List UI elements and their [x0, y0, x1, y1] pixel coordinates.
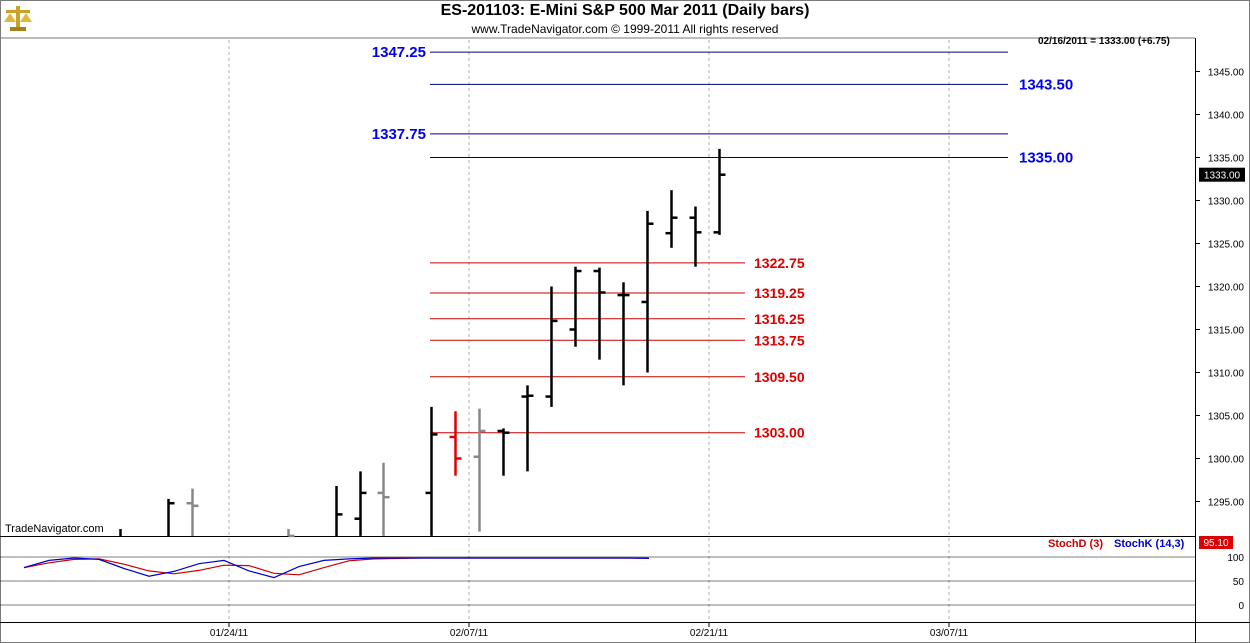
stoch-value-tag-bg [1199, 536, 1233, 549]
scales-logo-icon [4, 6, 32, 31]
price-tick-label: 1345.00 [1208, 68, 1245, 79]
date-tick-label: 02/21/11 [690, 628, 729, 639]
stoch-tick-label: 0 [1238, 601, 1244, 612]
resistance-level-label: 1335.00 [1019, 150, 1073, 167]
last-quote: 02/16/2011 = 1333.00 (+6.75) [1038, 36, 1170, 47]
stochk-label: StochK (14,3) [1114, 538, 1185, 550]
price-tick-label: 1320.00 [1208, 283, 1245, 294]
price-tick-label: 1340.00 [1208, 111, 1245, 122]
price-tick-label: 1315.00 [1208, 326, 1245, 337]
stoch-tick-label: 100 [1227, 553, 1244, 564]
price-tick-label: 1300.00 [1208, 455, 1245, 466]
stoch-tick-label: 50 [1233, 577, 1245, 588]
date-tick-label: 01/24/11 [210, 628, 249, 639]
support-level-label: 1309.50 [754, 369, 805, 385]
chart-title: ES-201103: E-Mini S&P 500 Mar 2011 (Dail… [440, 2, 810, 19]
support-level-label: 1322.75 [754, 255, 805, 271]
price-tick-label: 1335.00 [1208, 154, 1245, 165]
support-level-label: 1303.00 [754, 425, 805, 441]
stoch-value-tag: 95.10 [1203, 538, 1228, 549]
date-tick-label: 02/07/11 [450, 628, 489, 639]
support-level-label: 1319.25 [754, 285, 805, 301]
last-price-tag-bg [1199, 167, 1245, 182]
price-tick-label: 1330.00 [1208, 197, 1245, 208]
support-level-label: 1313.75 [754, 332, 805, 348]
resistance-level-label: 1343.50 [1019, 76, 1073, 93]
price-tick-label: 1310.00 [1208, 369, 1245, 380]
stochd-label: StochD (3) [1048, 538, 1103, 550]
date-tick-label: 03/07/11 [930, 628, 969, 639]
chart-subtitle: www.TradeNavigator.com © 1999-2011 All r… [471, 22, 779, 36]
resistance-level-label: 1347.25 [372, 44, 426, 61]
brand-watermark: TradeNavigator.com [5, 523, 104, 535]
stochk-line [23, 557, 650, 579]
resistance-level-label: 1337.75 [372, 126, 426, 143]
price-tick-label: 1325.00 [1208, 240, 1245, 251]
price-tick-label: 1295.00 [1208, 498, 1245, 509]
support-level-label: 1316.25 [754, 311, 805, 327]
last-price-tag: 1333.00 [1204, 171, 1241, 182]
price-tick-label: 1305.00 [1208, 412, 1245, 423]
